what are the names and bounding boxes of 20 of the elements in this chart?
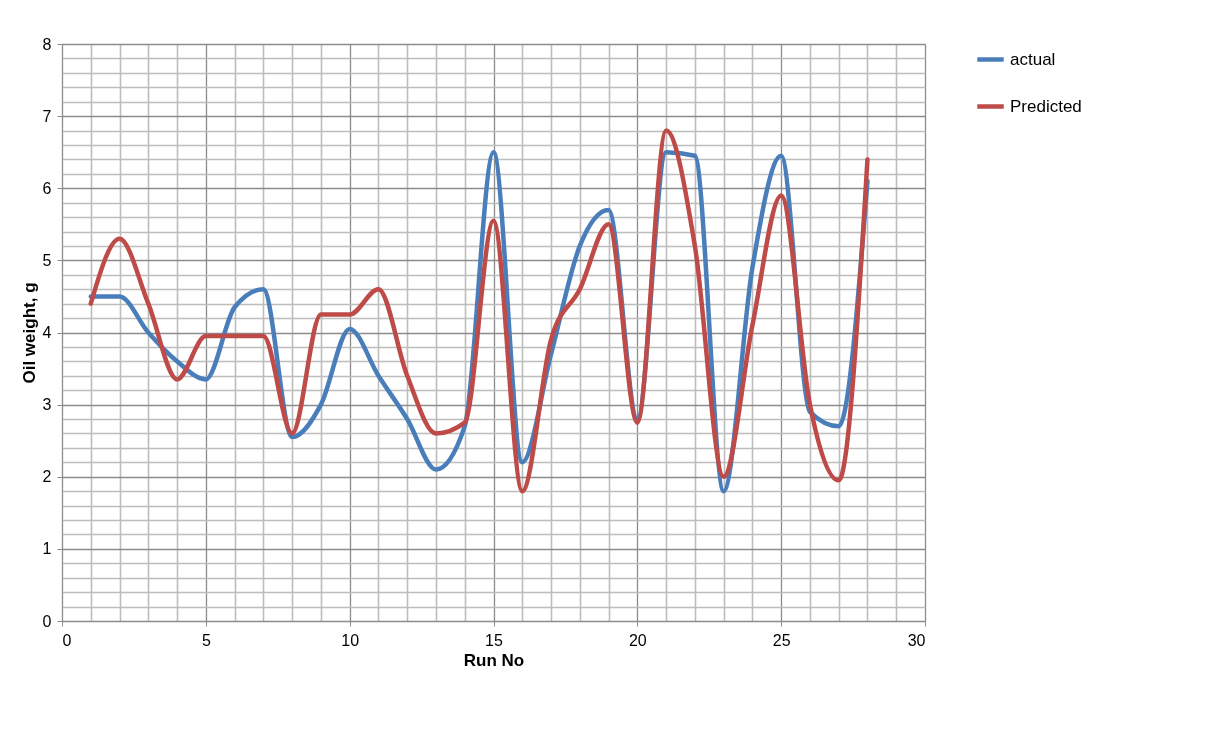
x-tick-label: 10 (341, 631, 360, 649)
x-tick-label: 5 (201, 631, 211, 649)
x-axis-title: Run No (463, 650, 525, 670)
y-axis-title: Oil weight, g (19, 282, 39, 384)
y-tick-label: 8 (42, 35, 52, 53)
x-tick-label: 30 (907, 631, 926, 649)
y-tick-label: 1 (42, 540, 52, 558)
legend-label: Predicted (1010, 96, 1082, 116)
y-tick-label: 5 (42, 251, 52, 269)
y-tick-label: 0 (42, 612, 52, 630)
x-tick-label: 15 (485, 631, 503, 649)
x-tick-label: 0 (62, 631, 72, 649)
y-tick-label: 4 (42, 324, 52, 341)
x-tick-label: 25 (772, 631, 791, 649)
y-tick-label: 6 (42, 179, 52, 197)
legend-label: actual (1010, 49, 1056, 69)
x-tick-label: 20 (628, 631, 647, 649)
y-tick-label: 2 (42, 468, 52, 486)
y-tick-label: 7 (42, 107, 52, 125)
y-tick-label: 3 (42, 396, 52, 414)
